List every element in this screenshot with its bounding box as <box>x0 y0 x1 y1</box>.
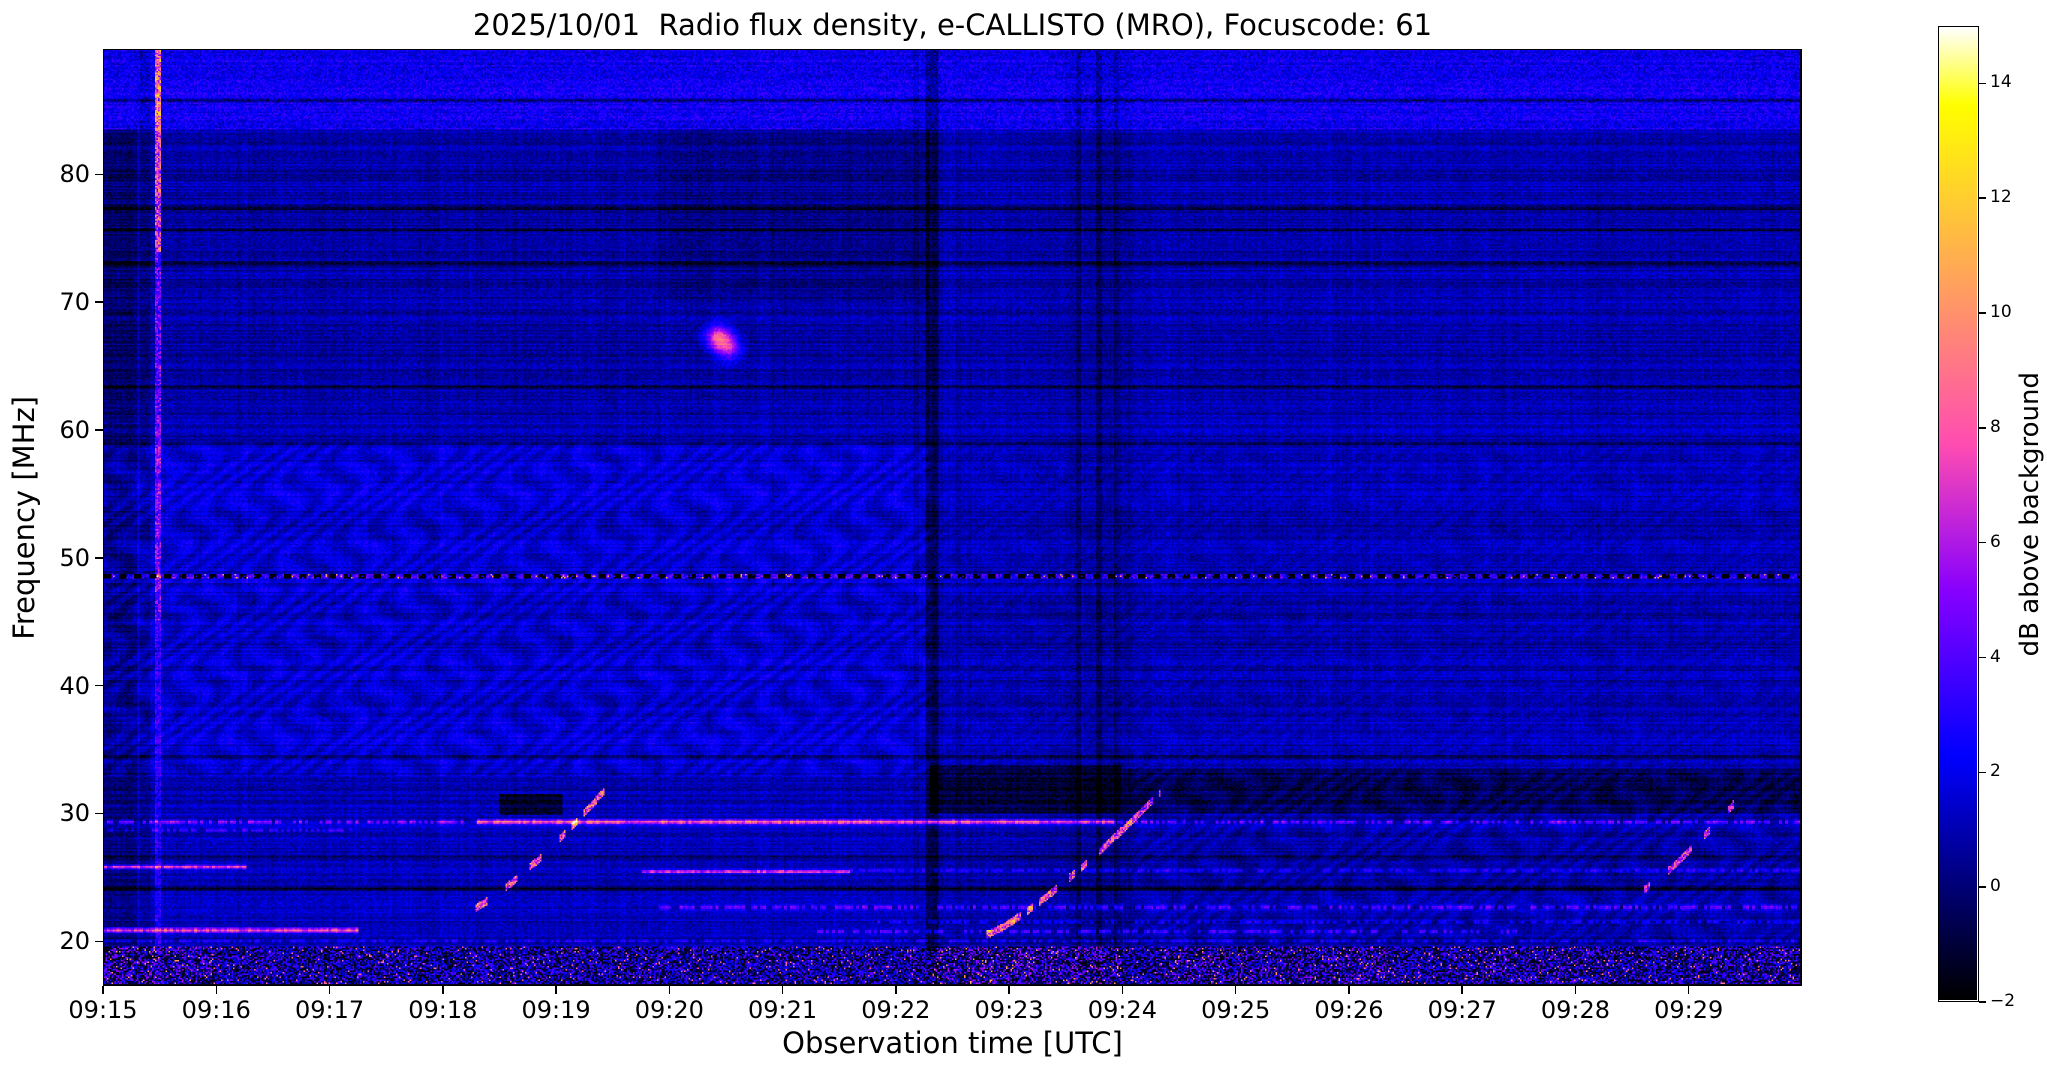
x-tick-label: 09:26 <box>1314 996 1384 1024</box>
spectrogram-canvas <box>104 50 1800 984</box>
colorbar-tick-label: 0 <box>1990 876 2001 897</box>
y-tick-mark <box>95 940 103 942</box>
colorbar-tick-mark <box>1979 312 1986 314</box>
x-tick-label: 09:27 <box>1427 996 1497 1024</box>
x-tick-mark <box>555 986 557 994</box>
x-tick-mark <box>1461 986 1463 994</box>
y-tick-mark <box>95 557 103 559</box>
colorbar-tick-mark <box>1979 82 1986 85</box>
colorbar-tick-label: −2 <box>1990 991 2016 1011</box>
x-tick-label: 09:25 <box>1201 996 1271 1024</box>
x-tick-mark <box>668 986 671 994</box>
x-axis-label: Observation time [UTC] <box>782 1026 1123 1060</box>
x-tick-label: 09:29 <box>1654 996 1724 1024</box>
colorbar-tick-mark <box>1979 197 1986 199</box>
colorbar-tick-mark <box>1979 886 1986 888</box>
colorbar-tick-mark <box>1979 771 1986 774</box>
colorbar-tick-mark <box>1979 541 1986 544</box>
y-tick-label: 80 <box>59 160 90 189</box>
x-tick-label: 09:18 <box>408 996 478 1024</box>
colorbar-tick-label: 14 <box>1990 72 2012 93</box>
x-tick-label: 09:22 <box>861 996 931 1024</box>
colorbar-label-text: dB above background <box>2015 371 2045 657</box>
colorbar-tick-label: 2 <box>1990 761 2001 782</box>
x-tick-label: 09:24 <box>1087 996 1157 1024</box>
y-tick-label: 30 <box>59 799 90 828</box>
y-tick-label: 50 <box>59 543 90 572</box>
x-tick-mark <box>1574 986 1577 994</box>
colorbar-tick-label: 8 <box>1990 416 2001 437</box>
x-tick-mark <box>102 986 104 994</box>
colorbar-canvas <box>1939 27 1977 1000</box>
colorbar-tick-label: 10 <box>1990 302 2012 323</box>
colorbar-label: dB above background <box>2013 26 2047 1002</box>
x-tick-mark <box>1687 986 1690 994</box>
y-tick-mark <box>95 173 103 176</box>
y-tick-mark <box>95 684 103 687</box>
x-tick-mark <box>1121 986 1124 994</box>
x-tick-mark <box>328 986 331 994</box>
y-axis-label: Frequency [MHz] <box>6 49 42 986</box>
x-tick-label: 09:17 <box>294 996 365 1024</box>
x-tick-label: 09:23 <box>974 996 1044 1024</box>
colorbar-tick-label: 12 <box>1990 187 2012 208</box>
y-tick-label: 70 <box>59 288 90 317</box>
x-tick-label: 09:16 <box>181 996 251 1024</box>
x-tick-mark <box>895 986 897 994</box>
x-tick-mark <box>781 986 784 994</box>
x-tick-label: 09:28 <box>1540 996 1611 1024</box>
y-tick-label: 20 <box>59 927 90 956</box>
y-tick-mark <box>95 301 103 303</box>
colorbar <box>1938 26 1979 1002</box>
x-tick-mark <box>1008 986 1010 994</box>
y-tick-label: 40 <box>59 671 90 700</box>
y-tick-label: 60 <box>59 415 90 444</box>
colorbar-tick-label: 4 <box>1990 646 2001 667</box>
x-tick-label: 09:20 <box>634 996 704 1024</box>
x-tick-mark <box>1234 986 1237 994</box>
colorbar-tick-mark <box>1979 1001 1986 1003</box>
x-tick-mark <box>442 986 444 994</box>
x-tick-mark <box>1348 986 1350 994</box>
chart-title: 2025/10/01 Radio flux density, e-CALLIST… <box>472 8 1433 42</box>
colorbar-tick-mark <box>1979 656 1986 659</box>
plot-area <box>103 49 1802 986</box>
x-tick-label: 09:15 <box>68 996 138 1024</box>
y-tick-mark <box>95 812 103 815</box>
x-tick-mark <box>215 986 218 994</box>
y-tick-mark <box>95 429 103 431</box>
colorbar-tick-label: 6 <box>1990 531 2001 552</box>
x-tick-label: 09:19 <box>521 996 591 1024</box>
x-tick-label: 09:21 <box>748 996 818 1024</box>
colorbar-tick-mark <box>1979 427 1986 429</box>
